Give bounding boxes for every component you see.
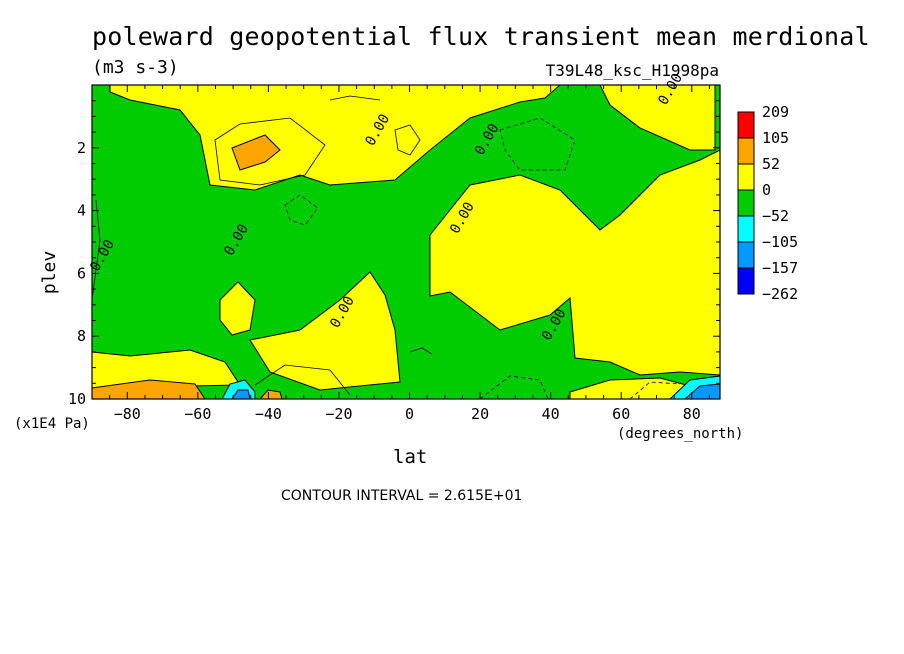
legend-level-label: 0 [762,181,771,199]
x-tick-label: 40 [542,405,560,423]
x-axis-label: lat [393,446,428,468]
legend-level-label: −52 [762,207,789,225]
contour-lines [91,95,681,400]
chart-units: (m3 s-3) [92,57,179,78]
legend-swatch [737,189,755,217]
y-tick-label: 8 [77,327,86,345]
legend-swatch [737,241,755,269]
x-tick-label: −40 [255,405,282,423]
legend-level-label: 105 [762,129,789,147]
y-tick-label: 10 [68,390,86,408]
y-tick-label: 2 [77,139,86,157]
y-tick-label: 6 [77,264,86,282]
legend-level-label: 209 [762,103,789,121]
x-tick-label: −80 [114,405,141,423]
legend-swatch [737,163,755,191]
y-tick-label: 4 [77,202,86,220]
y-axis-units: (x1E4 Pa) [14,416,90,432]
x-tick-label: 60 [612,405,630,423]
region-positive-right [429,149,721,376]
legend-swatch [737,137,755,165]
y-axis: 2 4 6 8 10 [68,100,720,408]
x-axis: −80 −60 −40 −20 0 20 40 60 80 [91,85,710,423]
legend-level-label: 52 [762,155,780,173]
x-tick-label: 0 [405,405,414,423]
legend-level-label: −262 [762,285,798,303]
x-tick-label: −60 [184,405,211,423]
run-id: T39L48_ksc_H1998pa [545,61,719,80]
x-tick-label: 80 [683,405,701,423]
legend-swatch [737,111,755,139]
legend-swatch [737,267,755,295]
legend-level-label: −105 [762,233,798,251]
contour-field: 0.000.000.000.000.000.000.000.00 [87,71,721,400]
x-tick-label: −20 [325,405,352,423]
color-legend: 209 105 52 0 −52 −105 −157 −262 [737,103,798,303]
legend-swatch [737,215,755,243]
legend-level-label: −157 [762,259,798,277]
contour-interval: CONTOUR INTERVAL = 2.615E+01 [281,488,523,504]
region-positive-center [249,271,401,391]
region-positive-small [219,281,256,336]
x-axis-units: (degrees_north) [617,426,744,442]
region-orange-upper [231,134,281,171]
region-positive-upper [109,84,562,191]
chart-title: poleward geopotential flux transient mea… [92,22,870,51]
x-tick-label: 20 [471,405,489,423]
